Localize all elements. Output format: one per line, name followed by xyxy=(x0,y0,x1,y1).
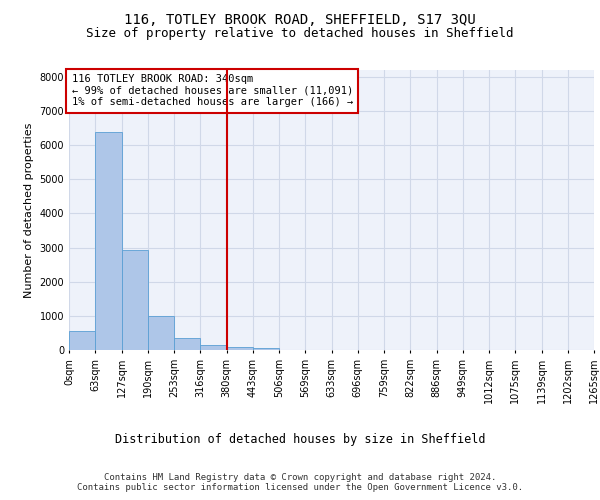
Y-axis label: Number of detached properties: Number of detached properties xyxy=(24,122,34,298)
Bar xyxy=(174,338,200,350)
Bar xyxy=(148,316,174,350)
Text: Distribution of detached houses by size in Sheffield: Distribution of detached houses by size … xyxy=(115,432,485,446)
Bar xyxy=(253,348,279,350)
Text: Size of property relative to detached houses in Sheffield: Size of property relative to detached ho… xyxy=(86,28,514,40)
Bar xyxy=(121,250,148,350)
Bar xyxy=(227,346,253,350)
Text: 116 TOTLEY BROOK ROAD: 340sqm
← 99% of detached houses are smaller (11,091)
1% o: 116 TOTLEY BROOK ROAD: 340sqm ← 99% of d… xyxy=(71,74,353,108)
Bar xyxy=(95,132,121,350)
Text: Contains HM Land Registry data © Crown copyright and database right 2024.
Contai: Contains HM Land Registry data © Crown c… xyxy=(77,472,523,492)
Bar xyxy=(200,344,227,350)
Bar xyxy=(69,331,95,350)
Text: 116, TOTLEY BROOK ROAD, SHEFFIELD, S17 3QU: 116, TOTLEY BROOK ROAD, SHEFFIELD, S17 3… xyxy=(124,12,476,26)
